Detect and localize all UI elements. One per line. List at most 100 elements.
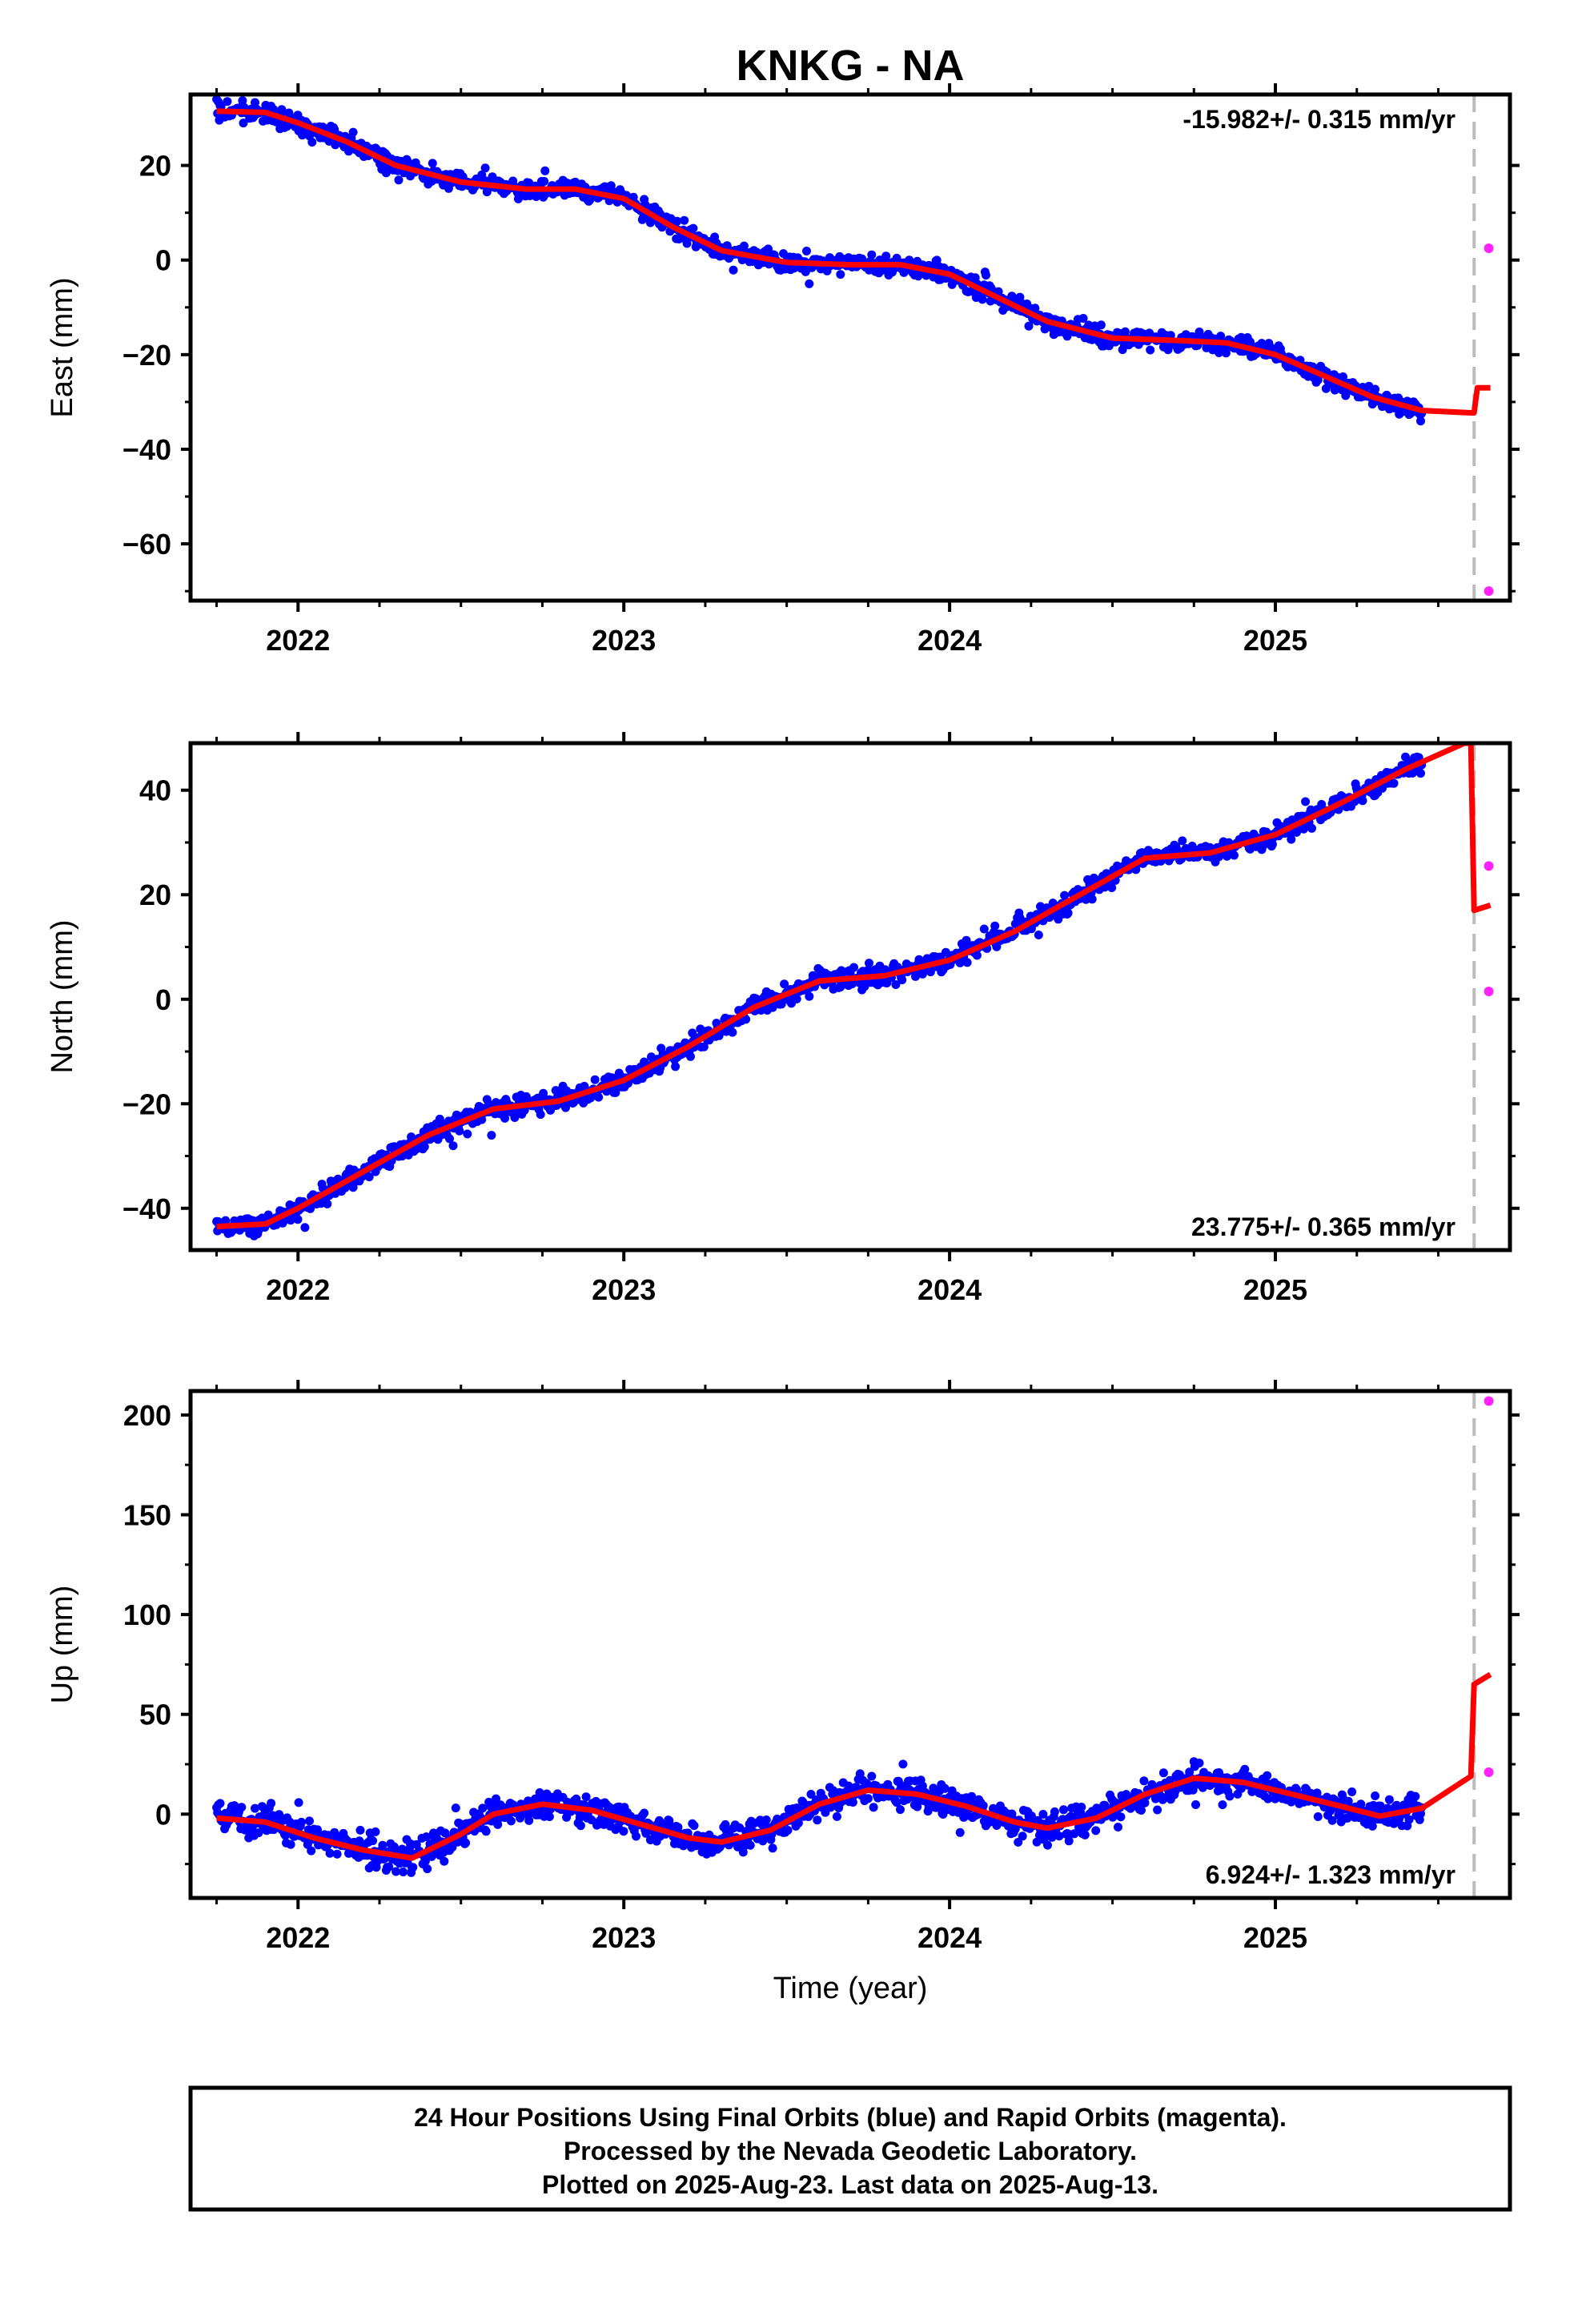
rapid-point (1484, 1767, 1494, 1777)
final-point (1043, 1840, 1052, 1850)
x-tick-label: 2024 (917, 624, 982, 657)
final-point (461, 1838, 471, 1848)
final-point (1240, 1764, 1250, 1774)
final-point (1185, 1767, 1195, 1777)
final-point (758, 1836, 768, 1846)
final-point (813, 1815, 822, 1825)
final-point (307, 138, 317, 147)
plot-frame (188, 92, 1512, 603)
final-point (1054, 915, 1063, 924)
final-point (1158, 1768, 1168, 1778)
final-point (1015, 292, 1025, 302)
final-point (1347, 1787, 1357, 1796)
final-point (493, 1819, 503, 1829)
final-point (237, 1803, 247, 1812)
model-curve (216, 1671, 1492, 1861)
final-point (640, 1808, 649, 1818)
rapid-point (1484, 1396, 1494, 1406)
final-point (428, 159, 437, 168)
final-point (793, 1818, 803, 1827)
final-point (1416, 416, 1425, 426)
final-point (300, 1223, 310, 1232)
x-tick-label: 2025 (1243, 624, 1307, 657)
final-point (355, 1825, 365, 1835)
final-point (572, 1794, 581, 1803)
final-point (408, 1863, 418, 1872)
final-point (1007, 292, 1017, 301)
final-point (1178, 836, 1187, 846)
final-point (448, 1141, 458, 1151)
final-point (892, 1798, 901, 1807)
final-point (277, 105, 287, 115)
final-point (680, 215, 689, 225)
final-point (286, 1839, 295, 1849)
final-point (267, 1799, 276, 1808)
y-tick-label: −40 (122, 433, 171, 466)
final-point (1191, 1800, 1200, 1809)
final-point (283, 122, 292, 131)
x-axis-label: Time (year) (773, 1972, 928, 2005)
x-tick-label: 2022 (266, 1273, 330, 1306)
final-point (307, 1846, 316, 1856)
final-point (1087, 895, 1097, 904)
final-point (792, 995, 801, 1003)
y-tick-label: −20 (122, 1088, 171, 1120)
final-point (982, 271, 990, 280)
final-point (761, 1815, 771, 1824)
final-point (1034, 931, 1043, 939)
final-point (1140, 1798, 1150, 1807)
final-point (1054, 1831, 1064, 1841)
final-point (594, 1092, 604, 1102)
final-point (836, 270, 845, 279)
final-point (1327, 1815, 1337, 1825)
final-point (869, 1803, 878, 1812)
final-point (332, 1849, 342, 1859)
final-point (1195, 1759, 1204, 1767)
final-point (420, 1142, 429, 1152)
final-point (440, 1856, 449, 1866)
final-point (1137, 1806, 1146, 1815)
final-point (1014, 1837, 1023, 1847)
final-point (619, 1827, 628, 1836)
final-point (239, 119, 248, 128)
final-point (399, 1868, 408, 1876)
final-point (673, 216, 682, 226)
final-point (1230, 850, 1239, 860)
final-point (745, 1840, 755, 1850)
final-point (293, 1215, 303, 1224)
final-point (238, 96, 247, 106)
final-point (898, 1759, 908, 1769)
y-axis-label: North (mm) (46, 919, 79, 1073)
final-point (539, 1088, 548, 1098)
final-point (863, 1794, 873, 1803)
x-tick-label: 2023 (592, 624, 656, 657)
final-point (962, 958, 972, 967)
final-point (1146, 345, 1155, 355)
final-point (451, 1803, 460, 1813)
y-tick-label: 200 (123, 1399, 171, 1432)
x-tick-label: 2023 (592, 1921, 656, 1954)
panel-north: 40 20 0 −20 −40 2022 2023 2024 2025 North (mm) 23.… (46, 732, 1520, 1306)
final-point (391, 1867, 401, 1876)
final-point (806, 1790, 816, 1799)
footer-line-3: Plotted on 2025-Aug-23. Last data on 202… (542, 2170, 1158, 2199)
rapid-point (1484, 243, 1494, 253)
final-point (764, 244, 773, 254)
final-point (506, 1816, 516, 1826)
final-point (323, 1199, 332, 1208)
final-point (1050, 1807, 1059, 1816)
final-point (1064, 1836, 1074, 1846)
y-tick-label: 100 (123, 1598, 171, 1631)
final-point (967, 1791, 977, 1801)
rapid-point (1484, 986, 1494, 996)
final-point (394, 175, 404, 185)
final-point (306, 1204, 315, 1213)
final-point (1301, 797, 1311, 806)
rate-label: 23.775+/- 0.365 mm/yr (1191, 1212, 1456, 1241)
final-point (780, 979, 789, 989)
final-point (1312, 1788, 1322, 1798)
final-point (1091, 1826, 1101, 1835)
final-point (1059, 1805, 1068, 1815)
final-point (1358, 796, 1367, 806)
final-point (832, 1811, 841, 1821)
